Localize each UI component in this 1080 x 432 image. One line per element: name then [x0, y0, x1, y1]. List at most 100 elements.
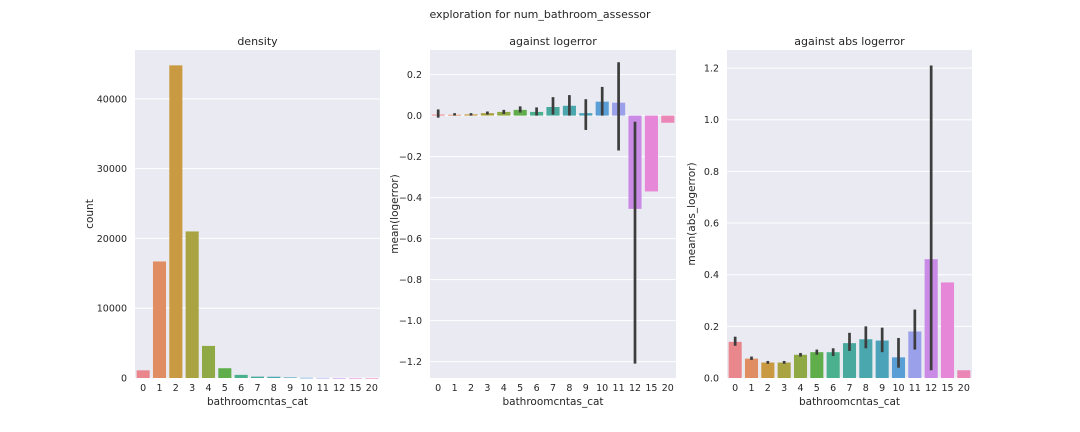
- bar-2: [169, 65, 183, 378]
- x-tick-label: 20: [958, 383, 970, 394]
- y-tick-label: 1.2: [704, 64, 719, 75]
- x-axis-label: bathroomcntas_cat: [207, 396, 308, 408]
- x-tick-label: 6: [534, 383, 540, 394]
- bar-12: [332, 377, 346, 379]
- chart-panel-3: 0.00.20.40.60.81.01.20 1 2 3 4 5 6 7 8 9 10 11 12 15 2…: [686, 35, 972, 408]
- bar-1: [744, 358, 759, 378]
- y-tick-label: −1.2: [399, 357, 422, 368]
- y-tick-label: 0.4: [704, 270, 719, 281]
- x-tick-label: 0: [140, 383, 146, 394]
- bar-7: [250, 376, 265, 378]
- chart-title: against abs logerror: [794, 35, 905, 48]
- x-tick-label: 3: [781, 383, 787, 394]
- y-tick-label: −1.0: [399, 316, 422, 327]
- bar-15: [348, 377, 363, 379]
- chart-panel-2: −1.2−1.0−0.8−0.6−0.4−0.20.00.20 1 2 3 4 5 6 7 8 9…: [389, 35, 676, 408]
- x-tick-label: 7: [550, 383, 556, 394]
- x-axis-label: bathroomcntas_cat: [502, 396, 603, 408]
- x-tick-label: 11: [317, 383, 329, 394]
- x-tick-label: 12: [925, 383, 937, 394]
- y-tick-label: 0.0: [407, 111, 422, 122]
- x-tick-label: 2: [173, 383, 179, 394]
- chart-title: density: [237, 35, 278, 48]
- x-tick-label: 1: [156, 383, 162, 394]
- x-tick-label: 5: [517, 383, 523, 394]
- y-axis-label: mean(logerror): [389, 174, 401, 253]
- bar-11: [316, 377, 330, 379]
- x-tick-label: 2: [468, 383, 474, 394]
- bar-6: [826, 352, 840, 378]
- x-tick-label: 3: [189, 383, 195, 394]
- bar-6: [234, 374, 248, 378]
- bar-0: [136, 370, 150, 378]
- x-tick-label: 20: [662, 383, 674, 394]
- bar-11: [908, 331, 922, 378]
- x-tick-label: 10: [596, 383, 608, 394]
- x-tick-label: 8: [271, 383, 277, 394]
- bar-15: [644, 115, 658, 192]
- x-tick-label: 10: [300, 383, 312, 394]
- bar-2: [761, 362, 775, 378]
- x-tick-label: 7: [846, 383, 852, 394]
- x-tick-label: 6: [238, 383, 244, 394]
- x-tick-label: 4: [501, 383, 507, 394]
- bar-0: [728, 341, 742, 378]
- bar-1: [152, 261, 167, 378]
- y-tick-label: 0.0: [704, 374, 719, 385]
- bar-9: [283, 377, 297, 379]
- x-tick-label: 1: [452, 383, 458, 394]
- x-tick-label: 8: [863, 383, 869, 394]
- y-tick-label: −0.4: [399, 193, 422, 204]
- y-axis-label: count: [84, 199, 96, 229]
- x-tick-label: 1: [748, 383, 754, 394]
- bar-4: [201, 345, 216, 378]
- figure-suptitle: exploration for num_bathroom_assessor: [429, 8, 651, 21]
- y-tick-label: 20000: [97, 234, 127, 245]
- x-tick-label: 15: [349, 383, 361, 394]
- y-tick-label: −0.6: [399, 234, 422, 245]
- y-tick-label: 1.0: [704, 115, 719, 126]
- x-axis-label: bathroomcntas_cat: [799, 396, 900, 408]
- x-tick-label: 10: [892, 383, 904, 394]
- y-axis-label: mean(abs_logerror): [686, 162, 698, 265]
- x-tick-label: 12: [629, 383, 641, 394]
- bar-9: [875, 340, 889, 378]
- y-tick-label: 10000: [97, 304, 127, 315]
- x-tick-label: 11: [909, 383, 921, 394]
- bar-20: [661, 115, 675, 123]
- y-tick-label: 0.2: [407, 70, 422, 81]
- x-tick-label: 7: [254, 383, 260, 394]
- bar-8: [267, 376, 281, 378]
- bar-4: [793, 354, 808, 378]
- bar-20: [365, 377, 379, 379]
- bar-7: [842, 343, 857, 378]
- x-tick-label: 5: [222, 383, 228, 394]
- x-tick-label: 15: [941, 383, 953, 394]
- bar-3: [777, 362, 791, 378]
- bar-15: [940, 282, 955, 378]
- y-tick-label: 0: [121, 374, 127, 385]
- x-tick-label: 4: [797, 383, 803, 394]
- chart-title: against logerror: [509, 35, 597, 48]
- y-tick-label: 0.2: [704, 322, 719, 333]
- bar-8: [859, 339, 873, 378]
- y-tick-label: 40000: [97, 94, 127, 105]
- x-tick-label: 5: [814, 383, 820, 394]
- x-tick-label: 3: [484, 383, 490, 394]
- x-tick-label: 9: [583, 383, 589, 394]
- y-tick-label: −0.2: [399, 152, 422, 163]
- y-tick-label: 0.8: [704, 167, 719, 178]
- bar-10: [299, 377, 314, 379]
- x-tick-label: 11: [613, 383, 625, 394]
- x-tick-label: 4: [205, 383, 211, 394]
- x-tick-label: 6: [830, 383, 836, 394]
- x-tick-label: 20: [366, 383, 378, 394]
- bar-5: [513, 109, 527, 116]
- y-tick-label: 30000: [97, 164, 127, 175]
- bar-3: [185, 231, 199, 378]
- x-tick-label: 0: [435, 383, 441, 394]
- x-tick-label: 0: [732, 383, 738, 394]
- bar-20: [957, 370, 971, 378]
